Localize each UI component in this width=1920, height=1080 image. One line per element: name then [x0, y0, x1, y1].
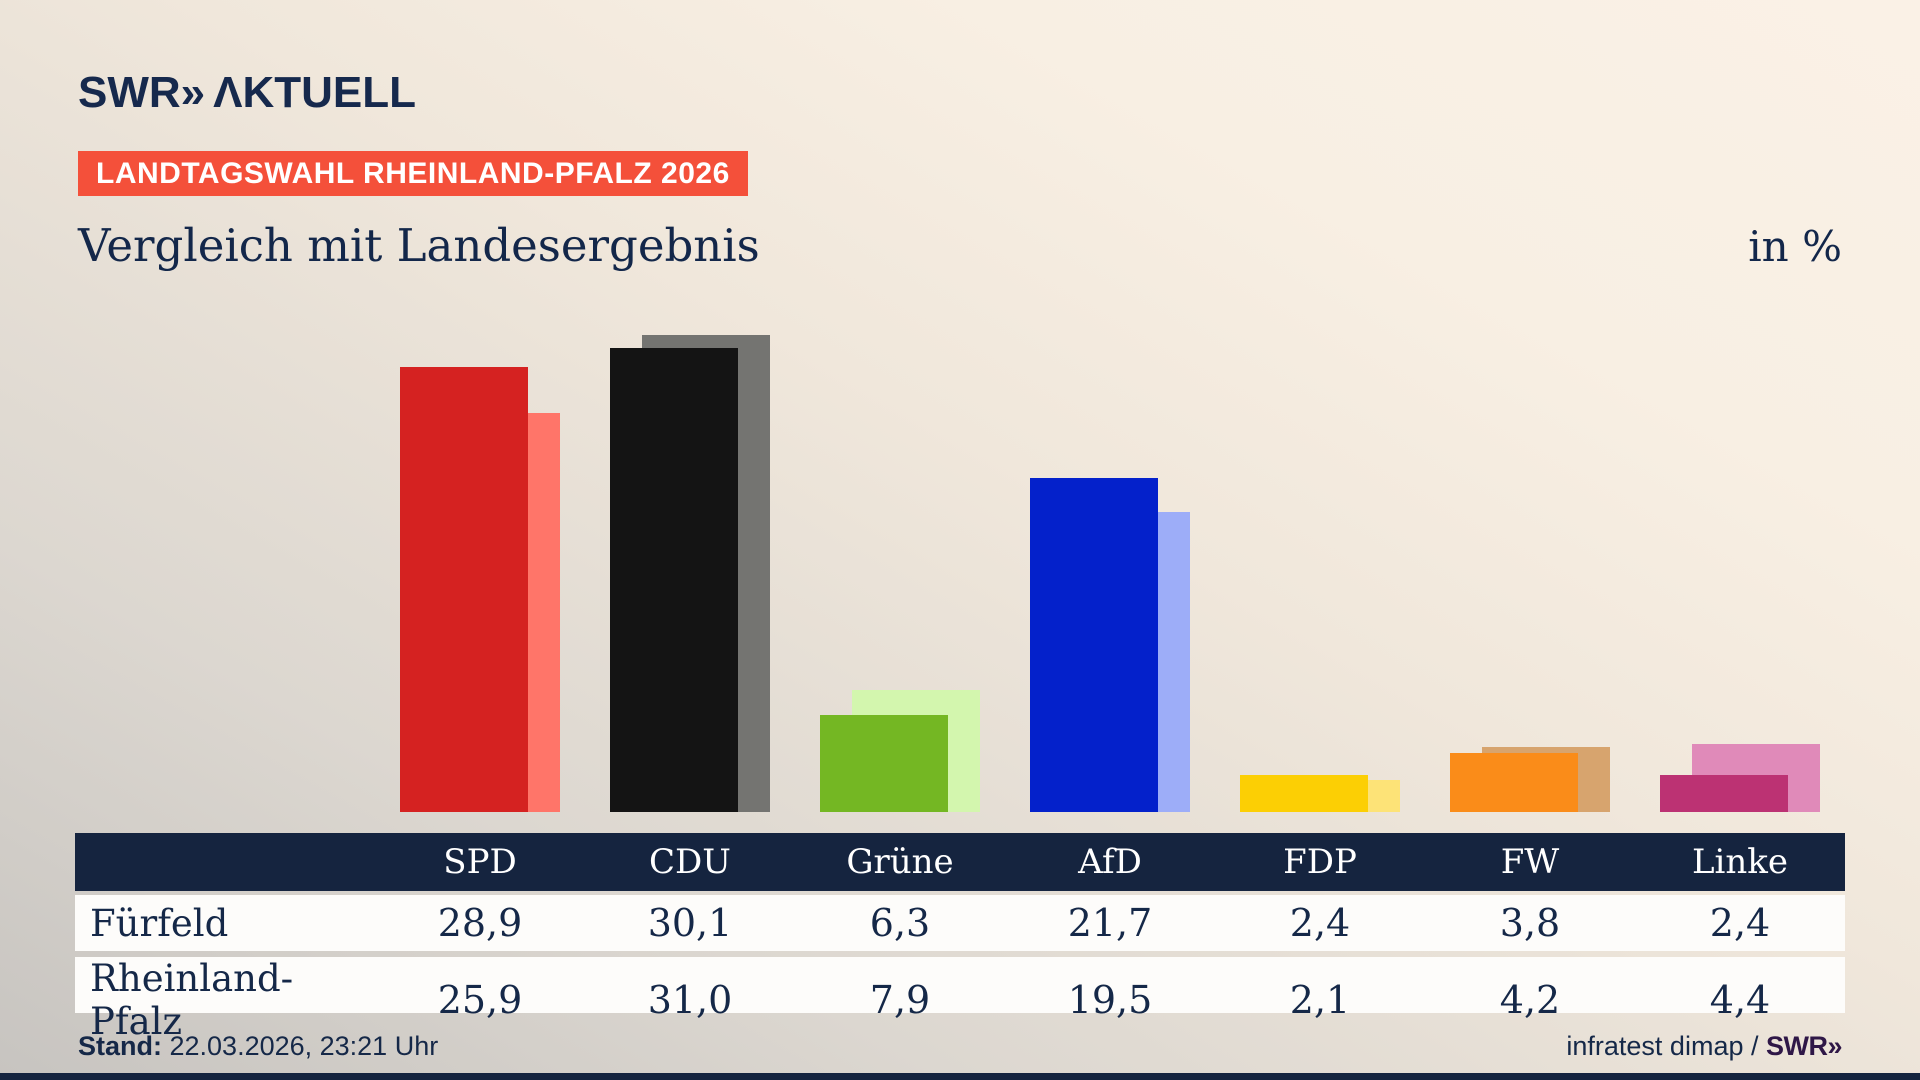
bottom-accent-bar: [0, 1073, 1920, 1080]
value-cell-linke: 4,4: [1709, 978, 1771, 1022]
bar-landesergebnis-fdp: [1272, 780, 1400, 812]
bar-landesergebnis-linke: [1692, 744, 1820, 812]
source-swr-logo: SWR»: [1765, 1031, 1843, 1061]
value-cell-afd: 19,5: [1067, 978, 1153, 1022]
bar-fuerfeld-grüne: [820, 715, 948, 812]
source-credit: infratest dimap / SWR»: [1566, 1031, 1842, 1062]
bar-landesergebnis-fw: [1482, 747, 1610, 812]
value-cell-linke: 2,4: [1709, 901, 1771, 945]
table-header-grüne: Grüne: [846, 842, 954, 882]
bar-landesergebnis-afd: [1062, 512, 1190, 812]
value-cell-spd: 28,9: [437, 901, 523, 945]
bar-fuerfeld-fw: [1450, 753, 1578, 812]
logo-chevron-icon: »: [180, 68, 206, 117]
election-badge-label: LANDTAGSWAHL RHEINLAND-PFALZ 2026: [96, 156, 730, 190]
value-cell-grüne: 7,9: [869, 978, 931, 1022]
value-cell-spd: 25,9: [437, 978, 523, 1022]
row-label: Rheinland-Pfalz: [90, 957, 294, 1043]
row-label: Fürfeld: [90, 901, 229, 945]
table-row-fuerfeld: Fürfeld 28,9 30,1 6,3 21,7 2,4 3,8 2,4: [75, 895, 1845, 951]
value-cell-fw: 3,8: [1499, 901, 1561, 945]
value-cell-cdu: 31,0: [647, 978, 733, 1022]
table-header-row: SPD CDU Grüne AfD FDP FW Linke: [75, 833, 1845, 891]
table-header-fw: FW: [1500, 842, 1560, 882]
value-cell-cdu: 30,1: [647, 901, 733, 945]
election-badge: LANDTAGSWAHL RHEINLAND-PFALZ 2026: [78, 151, 748, 196]
value-cell-grüne: 6,3: [869, 901, 931, 945]
bar-landesergebnis-cdu: [642, 335, 770, 812]
bar-fuerfeld-linke: [1660, 775, 1788, 812]
value-cell-fdp: 2,4: [1289, 901, 1351, 945]
table-header-spd: SPD: [443, 842, 517, 882]
table-header-fdp: FDP: [1283, 842, 1357, 882]
table-header-linke: Linke: [1691, 842, 1789, 882]
source-text: infratest dimap /: [1566, 1031, 1766, 1061]
value-cell-afd: 21,7: [1067, 901, 1153, 945]
table-header-cdu: CDU: [649, 842, 731, 882]
unit-label: in %: [1748, 222, 1842, 271]
timestamp-label: Stand:: [78, 1031, 162, 1061]
value-cell-fdp: 2,1: [1289, 978, 1351, 1022]
table-row-rheinland-pfalz: Rheinland-Pfalz 25,9 31,0 7,9 19,5 2,1 4,2 4,4: [75, 957, 1845, 1043]
bar-fuerfeld-cdu: [610, 348, 738, 812]
bar-fuerfeld-fdp: [1240, 775, 1368, 812]
swr-aktuell-logo: SWR» ΛKTUELL: [78, 68, 416, 118]
chart-title: Vergleich mit Landesergebnis: [78, 219, 760, 272]
bar-fuerfeld-afd: [1030, 478, 1158, 812]
timestamp: Stand: 22.03.2026, 23:21 Uhr: [78, 1031, 438, 1062]
table-header-afd: AfD: [1078, 842, 1142, 882]
value-cell-fw: 4,2: [1499, 978, 1561, 1022]
bar-landesergebnis-grüne: [852, 690, 980, 812]
bar-fuerfeld-spd: [400, 367, 528, 812]
timestamp-value: 22.03.2026, 23:21 Uhr: [162, 1031, 439, 1061]
logo-swr-text: SWR: [78, 68, 181, 117]
bar-landesergebnis-spd: [432, 413, 560, 812]
logo-aktuell-text: ΛKTUELL: [213, 68, 417, 117]
